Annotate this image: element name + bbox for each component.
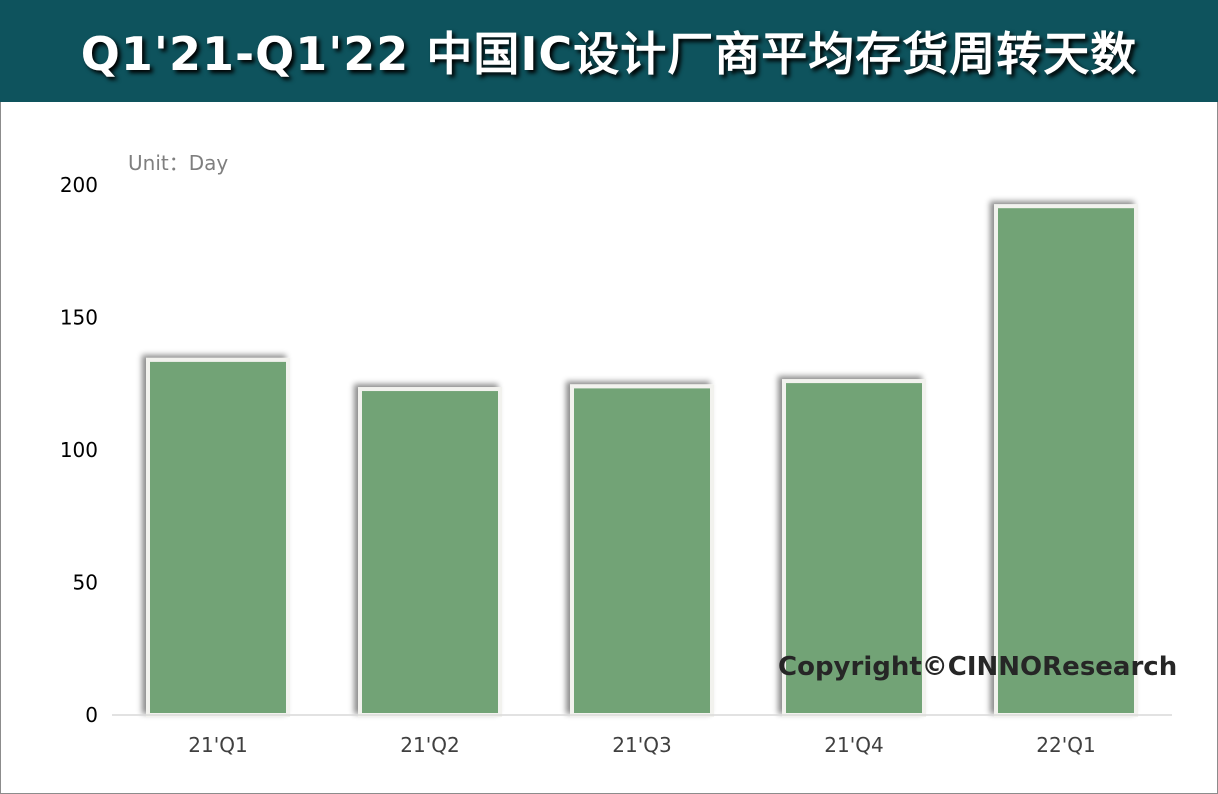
bar-21'Q4: [782, 379, 926, 717]
title-banner: Q1'21-Q1'22 中国IC设计厂商平均存货周转天数: [0, 0, 1218, 102]
y-tick-label: 50: [73, 571, 98, 595]
x-tick-label: 21'Q1: [188, 733, 247, 757]
bar-21'Q1: [146, 357, 290, 717]
unit-label: Unit：Day: [128, 151, 229, 175]
chart-title: Q1'21-Q1'22 中国IC设计厂商平均存货周转天数: [80, 27, 1138, 81]
y-tick-label: 0: [85, 703, 98, 727]
bar-21'Q2: [358, 387, 502, 717]
y-tick-label: 200: [60, 173, 98, 197]
x-tick-label: 21'Q2: [400, 733, 459, 757]
y-tick-label: 100: [60, 438, 98, 462]
x-tick-label: 21'Q3: [612, 733, 671, 757]
x-tick-label: 22'Q1: [1036, 733, 1095, 757]
bar-22'Q1: [994, 204, 1138, 717]
x-tick-label: 21'Q4: [824, 733, 883, 757]
y-tick-label: 150: [60, 306, 98, 330]
bar-21'Q3: [570, 384, 714, 717]
copyright-watermark: Copyright©CINNOResearch: [778, 652, 1178, 682]
